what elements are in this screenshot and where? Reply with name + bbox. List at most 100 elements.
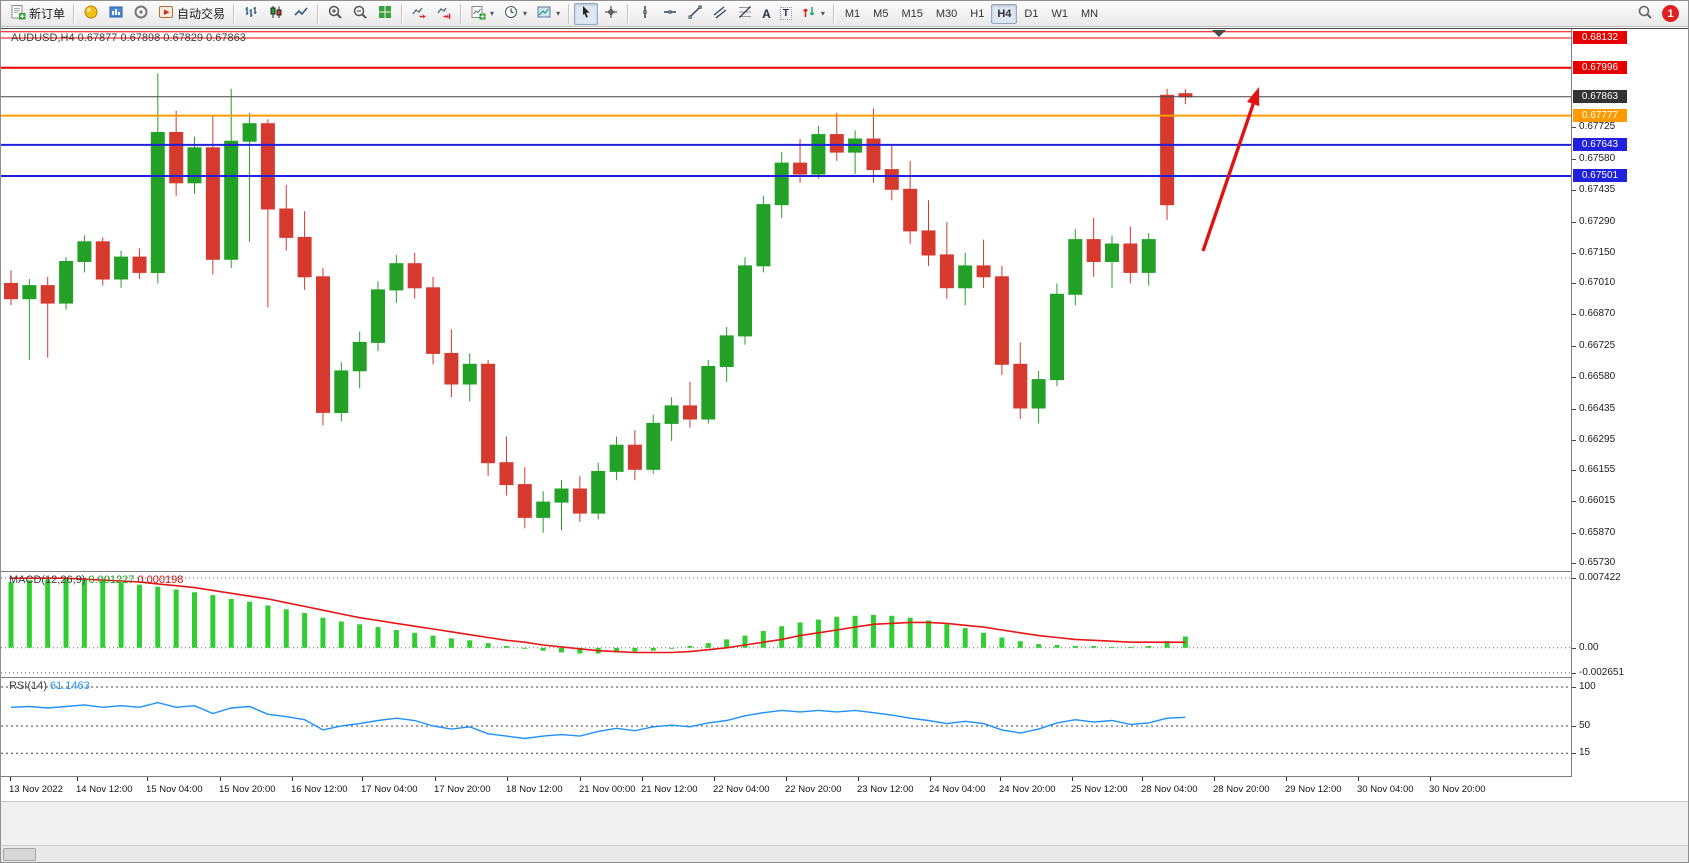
arrows-tool-button[interactable]: ▾ <box>797 3 829 25</box>
price-axis-label: 0.67580 <box>1579 152 1616 164</box>
zoom-out-button[interactable] <box>348 3 372 25</box>
templates-button[interactable]: ▾ <box>532 3 564 25</box>
price-axis-tick <box>1572 440 1576 441</box>
trendline-tool-button[interactable] <box>683 3 707 25</box>
chart-shift-button[interactable] <box>432 3 456 25</box>
time-axis-tick <box>1000 777 1001 781</box>
cursor-tool-button[interactable] <box>574 2 599 25</box>
periods-button[interactable]: ▾ <box>499 3 531 25</box>
price-axis-tick <box>1572 253 1576 254</box>
bar-chart-button[interactable] <box>239 3 263 25</box>
macd-scale-tick <box>1572 673 1576 674</box>
price-axis-label: 0.66155 <box>1579 464 1616 476</box>
chevron-down-icon: ▾ <box>556 9 561 18</box>
label-tool-icon: T <box>779 7 792 20</box>
rsi-panel[interactable] <box>1 678 1571 776</box>
horizontal-line-tool-button[interactable] <box>658 3 682 25</box>
macd-panel[interactable] <box>1 572 1571 677</box>
timeframe-MN[interactable]: MN <box>1075 4 1104 24</box>
market-watch-button[interactable] <box>79 3 103 25</box>
text-tool-button[interactable]: A <box>758 3 775 25</box>
search-button[interactable] <box>1633 3 1657 25</box>
time-axis-tick <box>77 777 78 781</box>
fibonacci-tool-button[interactable] <box>733 3 757 25</box>
chart-window: AUDUSD,H4 0.67877 0.67898 0.67829 0.6786… <box>1 27 1688 862</box>
time-axis-tick <box>435 777 436 781</box>
rsi-scale-label: 100 <box>1579 681 1596 692</box>
notification-badge[interactable]: 1 <box>1662 5 1679 22</box>
horizontal-scrollbar[interactable] <box>1 845 1688 862</box>
main-price-chart[interactable] <box>1 29 1571 571</box>
timeframe-M30[interactable]: M30 <box>930 4 963 24</box>
panel-splitter-rsi[interactable] <box>1 677 1688 678</box>
clock-icon <box>503 4 519 23</box>
vertical-line-tool-button[interactable] <box>633 3 657 25</box>
time-axis-tick <box>10 777 11 781</box>
timeframe-H1[interactable]: H1 <box>964 4 990 24</box>
time-axis-label: 22 Nov 20:00 <box>785 784 842 795</box>
panel-splitter-macd[interactable] <box>1 571 1688 572</box>
zoom-in-icon <box>327 4 343 23</box>
price-axis-tick <box>1572 127 1576 128</box>
price-axis-label: 0.67150 <box>1579 246 1616 258</box>
toolbar-separator <box>627 3 630 24</box>
label-tool-button[interactable]: T <box>776 3 796 25</box>
candlestick-icon <box>268 4 284 23</box>
time-axis-tick <box>292 777 293 781</box>
timeframe-W1[interactable]: W1 <box>1045 4 1074 24</box>
toolbar-separator <box>401 3 404 24</box>
price-axis-label: 0.66725 <box>1579 339 1616 351</box>
rsi-scale-label: 50 <box>1579 720 1591 731</box>
time-axis-label: 28 Nov 20:00 <box>1213 784 1270 795</box>
candlestick-chart-button[interactable] <box>264 3 288 25</box>
timeframe-H4[interactable]: H4 <box>991 3 1018 24</box>
price-axis-label: 0.67435 <box>1579 184 1616 196</box>
chart-symbol-period: AUDUSD,H4 <box>11 32 75 44</box>
time-axis-tick <box>1286 777 1287 781</box>
autotrading-button[interactable]: 自动交易 <box>154 3 229 25</box>
price-badge: 0.67863 <box>1573 90 1627 103</box>
macd-scale-label: -0.002651 <box>1579 667 1625 678</box>
new-chart-button[interactable]: ▾ <box>466 3 498 25</box>
auto-scroll-button[interactable] <box>407 3 431 25</box>
timeframe-M5[interactable]: M5 <box>867 4 894 24</box>
timeframe-D1[interactable]: D1 <box>1018 4 1044 24</box>
toolbar-separator <box>233 3 236 24</box>
rsi-scale-tick <box>1572 687 1576 688</box>
rsi-value: 61.1463 <box>49 680 90 692</box>
time-scale[interactable]: 13 Nov 2022 14 Nov 12:00 15 Nov 04:00 15 No… <box>1 777 1688 801</box>
line-chart-icon <box>293 4 309 23</box>
tile-windows-button[interactable] <box>373 3 397 25</box>
timeframe-group: M1 M5 M15 M30 H1 H4 D1 W1 MN <box>839 3 1104 24</box>
chevron-down-icon: ▾ <box>820 9 825 18</box>
macd-name: MACD(12,26,9) <box>9 574 86 586</box>
price-axis-label: 0.66870 <box>1579 307 1616 319</box>
charts-panel-button[interactable] <box>104 3 128 25</box>
zoom-in-button[interactable] <box>323 3 347 25</box>
price-scale[interactable]: 0.67725 0.67580 0.67435 0.67290 0.67150 0.670… <box>1571 29 1688 801</box>
chevron-down-icon: ▾ <box>490 9 495 18</box>
new-order-label: 新订单 <box>29 7 66 21</box>
time-axis-tick <box>714 777 715 781</box>
price-badge: 0.67996 <box>1573 61 1627 74</box>
time-axis-tick <box>1358 777 1359 781</box>
crosshair-tool-button[interactable] <box>599 3 623 25</box>
time-axis-tick <box>1214 777 1215 781</box>
price-axis-tick <box>1572 501 1576 502</box>
time-axis-label: 28 Nov 04:00 <box>1141 784 1198 795</box>
toolbar-separator <box>73 3 76 24</box>
channel-tool-button[interactable] <box>708 3 732 25</box>
price-axis-label: 0.66435 <box>1579 403 1616 415</box>
autotrading-icon <box>158 4 174 23</box>
time-axis-label: 13 Nov 2022 <box>9 784 63 795</box>
new-order-button[interactable]: 新订单 <box>6 3 69 25</box>
text-tool-icon: A <box>762 6 771 21</box>
scrollbar-thumb[interactable] <box>3 848 36 861</box>
community-button[interactable] <box>129 3 153 25</box>
timeframe-M15[interactable]: M15 <box>895 4 928 24</box>
macd-scale-tick <box>1572 578 1576 579</box>
line-chart-button[interactable] <box>289 3 313 25</box>
timeframe-M1[interactable]: M1 <box>839 4 866 24</box>
time-axis-label: 14 Nov 12:00 <box>76 784 133 795</box>
